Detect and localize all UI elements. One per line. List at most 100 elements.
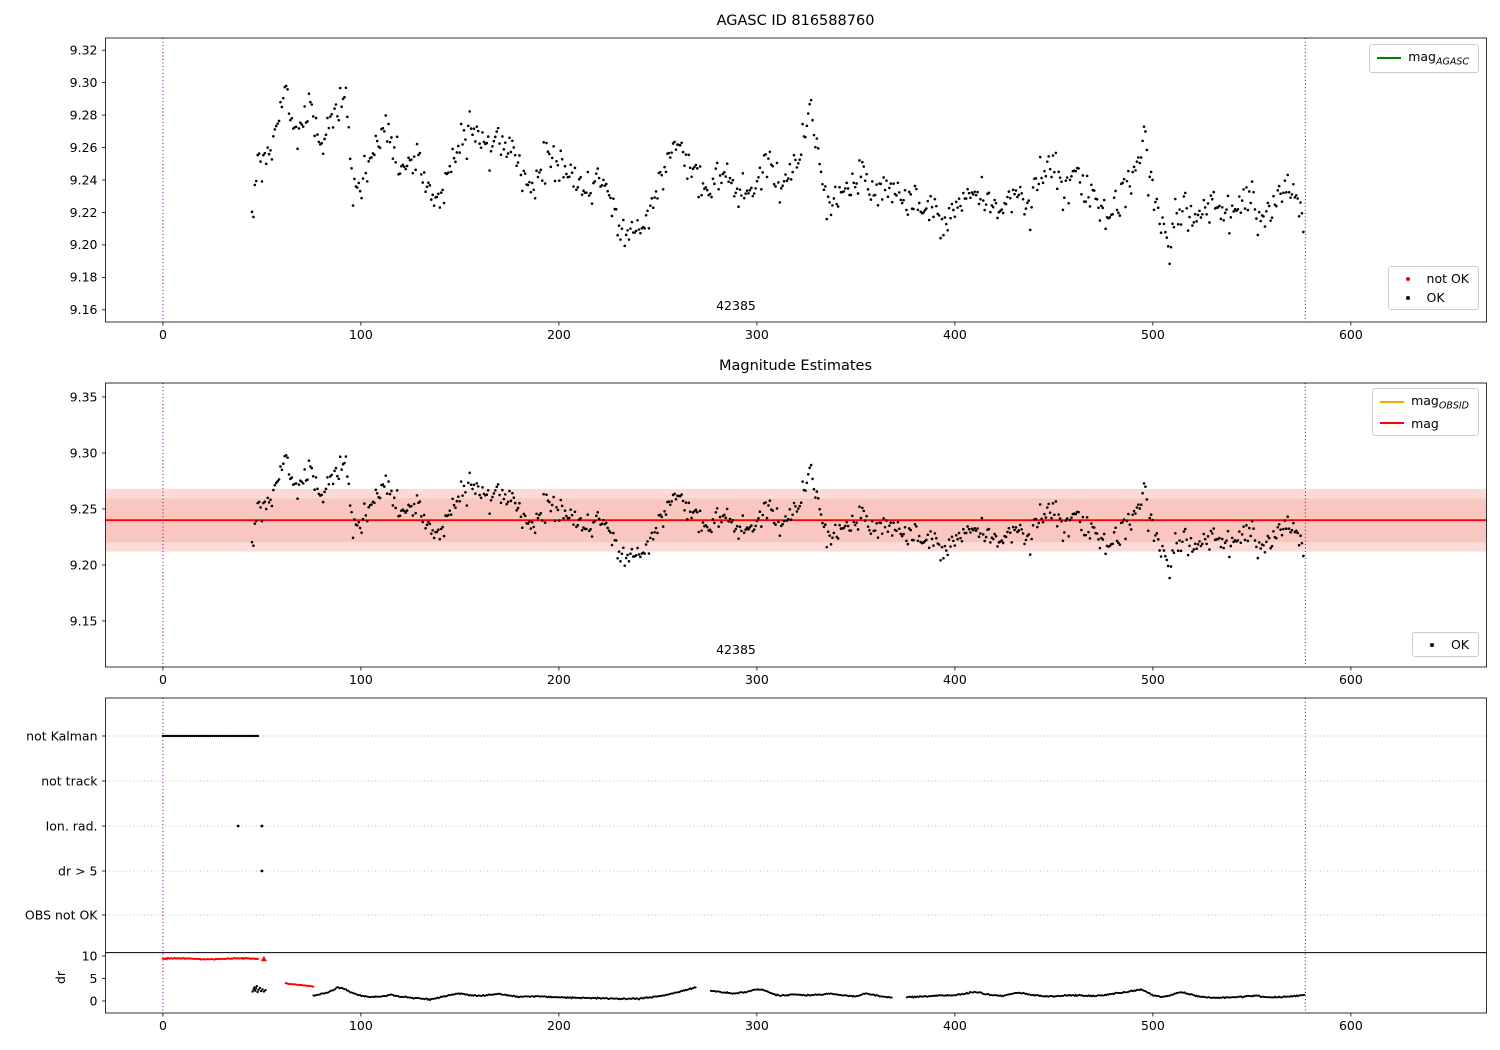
mag-point-ok	[577, 177, 581, 181]
mag-point-ok	[503, 141, 507, 144]
mag-point-ok	[580, 528, 584, 532]
flag-not-kalman	[161, 734, 165, 738]
mag-point-ok	[411, 514, 415, 517]
mag-point-ok	[996, 545, 999, 548]
dr-point-ok	[261, 988, 264, 991]
mag-point-ok	[794, 505, 797, 508]
mag-point-ok	[614, 207, 618, 211]
mag-point-ok	[959, 204, 962, 208]
mag-point-ok	[661, 525, 665, 528]
mag-point-ok	[644, 213, 648, 217]
y-tick-label: 9.30	[70, 445, 98, 460]
mag-point-ok	[895, 194, 898, 197]
mag-point-ok	[535, 169, 538, 173]
mag-point-ok	[326, 116, 329, 120]
mag-point-ok	[1208, 548, 1211, 551]
mag-point-ok	[311, 474, 315, 478]
mag-point-ok	[1196, 543, 1200, 546]
mag-point-ok	[1127, 512, 1130, 516]
mag-point-ok	[589, 191, 592, 195]
flag-not-kalman	[171, 734, 175, 738]
mag-point-ok	[1203, 537, 1207, 541]
mag-point-ok	[570, 171, 574, 175]
mag-point-ok	[1031, 524, 1035, 527]
mag-point-ok	[543, 521, 547, 524]
mag-point-ok	[705, 188, 709, 192]
mag-point-ok	[1145, 498, 1149, 501]
mag-point-ok	[1045, 160, 1049, 163]
mag-point-ok	[432, 204, 436, 207]
mag-point-ok	[284, 454, 288, 457]
mag-point-ok	[1085, 516, 1089, 519]
mag-point-ok	[253, 183, 257, 187]
mag-point-ok	[873, 529, 877, 532]
mag-point-ok	[1191, 550, 1194, 553]
mag-point-ok	[1195, 220, 1198, 223]
mag-point-ok	[869, 532, 873, 536]
mag-point-ok	[360, 196, 363, 200]
mag-point-ok	[1165, 558, 1169, 562]
category-label: not track	[41, 773, 98, 788]
mag-point-ok	[805, 124, 809, 128]
mag-point-ok	[1135, 160, 1139, 163]
mag-point-ok	[1097, 206, 1100, 210]
mag-point-ok	[556, 163, 560, 167]
mag-point-ok	[940, 217, 944, 221]
mag-point-ok	[944, 222, 948, 226]
mag-point-ok	[313, 488, 316, 492]
mag-point-ok	[777, 520, 780, 524]
mag-point-ok	[282, 96, 285, 100]
mag-point-ok	[1182, 530, 1186, 533]
y-tick-label: 9.32	[70, 42, 98, 57]
mag-point-ok	[391, 504, 395, 507]
mag-point-ok	[317, 492, 321, 496]
mag-point-ok	[622, 218, 625, 222]
mag-point-ok	[395, 135, 399, 139]
mag-point-ok	[1201, 212, 1204, 216]
mag-point-ok	[939, 558, 942, 562]
mag-point-ok	[637, 553, 641, 556]
mag-point-ok	[609, 196, 612, 200]
mag-point-ok	[447, 171, 450, 174]
mag-point-ok	[365, 180, 369, 183]
mag-point-ok	[1156, 206, 1160, 210]
mag-point-ok	[492, 139, 496, 143]
mag-point-ok	[1243, 207, 1247, 210]
mag-point-ok	[1243, 538, 1247, 542]
mag-point-ok	[501, 488, 504, 492]
mag-point-ok	[468, 110, 471, 113]
mag-point-ok	[943, 216, 947, 219]
dr-point-ok	[255, 984, 258, 988]
flag-not-kalman	[248, 734, 252, 738]
flag-not-kalman	[215, 734, 218, 738]
mag-point-ok	[1299, 201, 1302, 204]
mag-point-ok	[757, 517, 760, 520]
mag-point-ok	[1199, 216, 1203, 219]
mag-point-ok	[314, 476, 318, 479]
mag-point-ok	[664, 170, 668, 174]
mag-point-ok	[868, 193, 871, 196]
mag-point-ok	[334, 103, 338, 106]
legend-entry-mag: mag	[1380, 416, 1469, 431]
mag-point-ok	[284, 84, 288, 88]
mag-point-ok	[1287, 190, 1291, 194]
mag-point-ok	[294, 125, 298, 129]
mag-point-ok	[1230, 204, 1234, 207]
mag-point-ok	[1017, 529, 1021, 532]
mag-point-ok	[303, 105, 306, 108]
mag-point-ok	[711, 177, 715, 181]
mag-point-ok	[303, 468, 306, 471]
mag-point-ok	[582, 189, 585, 193]
mag-point-ok	[392, 146, 396, 149]
mag-point-ok	[287, 112, 291, 115]
mag-point-ok	[1269, 219, 1272, 222]
mag-point-ok	[452, 156, 456, 160]
mag-point-ok	[579, 175, 582, 179]
mag-point-ok	[301, 482, 305, 485]
mag-point-ok	[499, 501, 503, 505]
flag-not-kalman	[167, 734, 171, 738]
mag-point-ok	[587, 194, 591, 197]
y-tick-label: 9.15	[70, 613, 98, 628]
mag-point-ok	[1212, 190, 1216, 194]
mag-point-ok	[629, 552, 632, 556]
